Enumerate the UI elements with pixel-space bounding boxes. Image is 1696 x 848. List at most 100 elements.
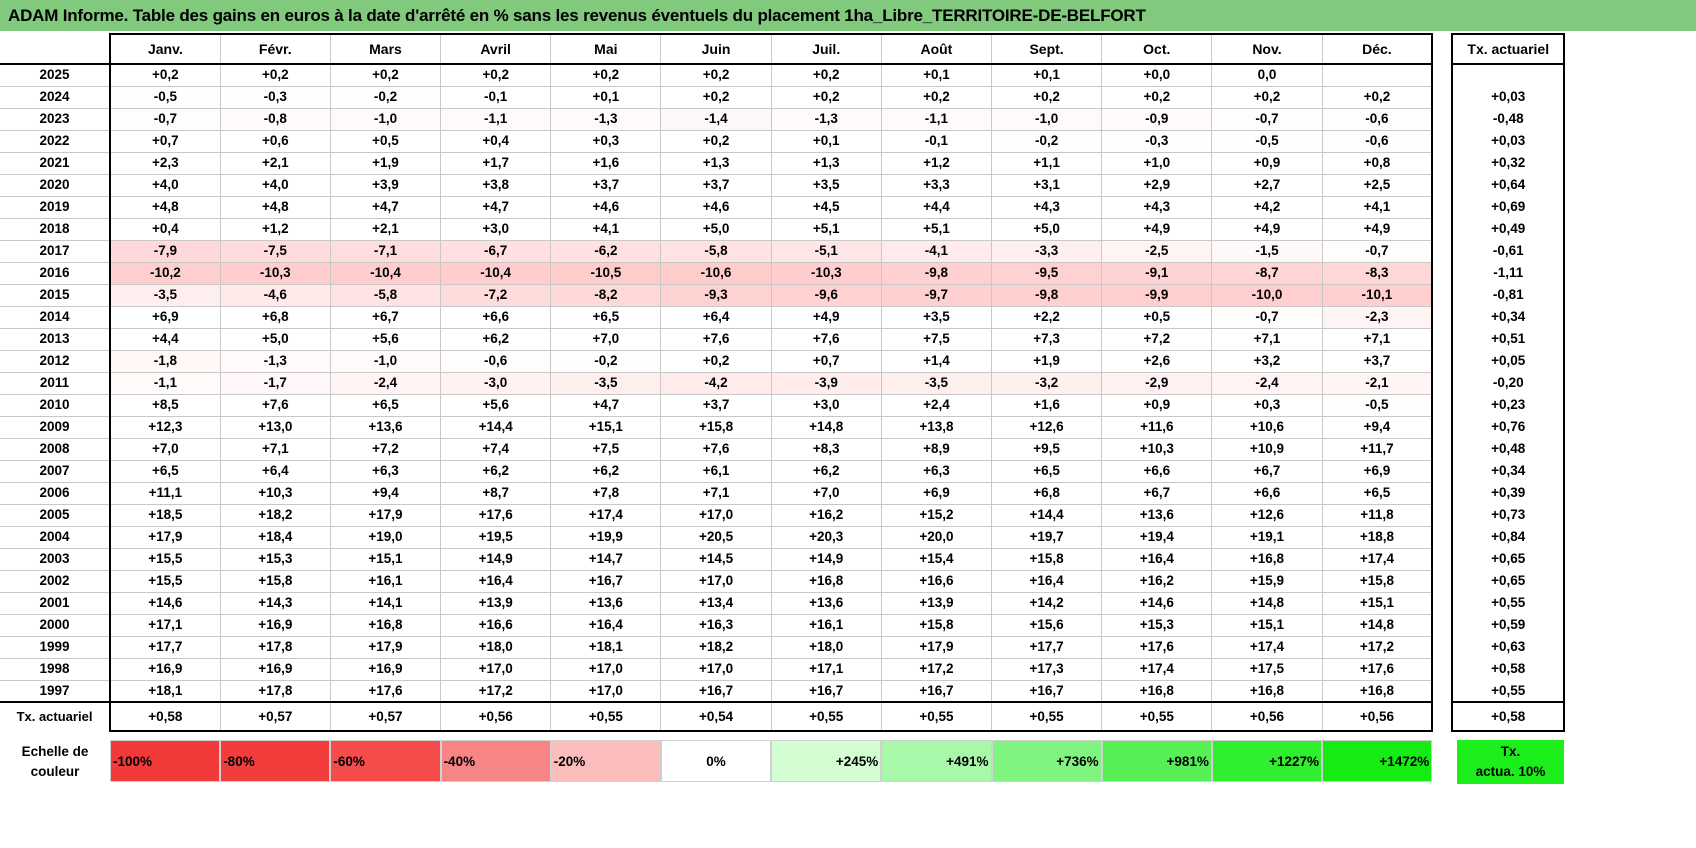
value-cell: +16,4 [990, 569, 1103, 593]
value-cell: +19,4 [1101, 525, 1213, 549]
value-cell: -3,5 [880, 371, 993, 395]
legend-swatch: +245% [771, 740, 882, 782]
value-cell: +0,2 [660, 349, 772, 373]
value-cell: +4,7 [329, 195, 442, 219]
value-cell [1321, 63, 1434, 87]
legend-swatch: -20% [550, 740, 661, 782]
year-cell: 2001 [0, 591, 111, 615]
footer-value-cell: +0,56 [440, 701, 552, 732]
value-cell: -1,1 [109, 371, 221, 395]
value-cell: +8,9 [880, 437, 993, 461]
tx-cell: +0,55 [1451, 680, 1566, 702]
value-cell: +12,3 [109, 415, 221, 439]
spacer [1432, 702, 1453, 731]
table-row: 2021 +2,3 +2,1 +1,9 +1,7 +1,6 +1,3 +1,3 +1,2 +1,1… [0, 151, 1566, 175]
value-cell: +11,8 [1321, 503, 1434, 527]
year-cell: 2010 [0, 393, 111, 417]
value-cell: +4,4 [880, 195, 993, 219]
value-cell: +0,0 [1101, 63, 1213, 87]
value-cell: -1,1 [440, 107, 552, 131]
year-cell: 1998 [0, 657, 111, 681]
value-cell: +14,8 [770, 415, 882, 439]
value-cell: +16,8 [1211, 547, 1323, 571]
value-cell: +15,8 [880, 613, 993, 637]
value-cell: +16,9 [219, 613, 331, 637]
value-cell: +0,1 [770, 129, 882, 153]
tx-cell: +0,59 [1451, 614, 1566, 636]
value-cell: +6,4 [660, 305, 772, 329]
value-cell: +20,3 [770, 525, 882, 549]
tx-cell: -0,61 [1451, 240, 1566, 262]
spacer [1432, 328, 1453, 350]
footer-value-cell: +0,58 [109, 701, 221, 732]
value-cell: -7,5 [219, 239, 331, 263]
value-cell: -0,7 [109, 107, 221, 131]
value-cell: +6,9 [1321, 459, 1434, 483]
value-cell: +4,9 [1101, 217, 1213, 241]
value-cell: +14,4 [990, 503, 1103, 527]
value-cell: +17,4 [1101, 657, 1213, 681]
value-cell: -3,5 [109, 283, 221, 307]
value-cell: +0,1 [880, 63, 993, 87]
value-cell: +4,0 [109, 173, 221, 197]
value-cell: -5,8 [329, 283, 442, 307]
value-cell: +16,8 [1321, 679, 1434, 703]
month-header: Mai [550, 33, 662, 65]
value-cell: +7,1 [219, 437, 331, 461]
value-cell: +14,6 [1101, 591, 1213, 615]
tx-cell: -1,11 [1451, 262, 1566, 284]
spacer [1432, 108, 1453, 130]
value-cell: +3,1 [990, 173, 1103, 197]
value-cell: -1,8 [109, 349, 221, 373]
value-cell: +6,7 [329, 305, 442, 329]
value-cell: +16,1 [770, 613, 882, 637]
spacer [1432, 482, 1453, 504]
value-cell: +16,9 [219, 657, 331, 681]
value-cell: +3,5 [770, 173, 882, 197]
value-cell: +2,3 [109, 151, 221, 175]
value-cell: +17,7 [109, 635, 221, 659]
value-cell: +1,7 [440, 151, 552, 175]
value-cell: +19,5 [440, 525, 552, 549]
value-cell: +14,5 [660, 547, 772, 571]
footer-value-cell: +0,55 [880, 701, 993, 732]
value-cell: +0,6 [219, 129, 331, 153]
value-cell: +7,6 [660, 437, 772, 461]
value-cell: +5,0 [660, 217, 772, 241]
value-cell: +6,2 [550, 459, 662, 483]
value-cell: +16,8 [1101, 679, 1213, 703]
value-cell: -0,2 [329, 85, 442, 109]
table-row: 2008 +7,0 +7,1 +7,2 +7,4 +7,5 +7,6 +8,3 +8,9 +9,5… [0, 437, 1566, 461]
value-cell: +15,3 [1101, 613, 1213, 637]
value-cell: +15,8 [990, 547, 1103, 571]
value-cell: +1,1 [990, 151, 1103, 175]
value-cell: +0,2 [1211, 85, 1323, 109]
value-cell: +19,7 [990, 525, 1103, 549]
table-row: 2014 +6,9 +6,8 +6,7 +6,6 +6,5 +6,4 +4,9 +3,5 +2,2… [0, 305, 1566, 329]
value-cell: +17,5 [1211, 657, 1323, 681]
value-cell: -2,4 [329, 371, 442, 395]
value-cell: +13,0 [219, 415, 331, 439]
value-cell: +7,5 [550, 437, 662, 461]
value-cell: +17,1 [109, 613, 221, 637]
value-cell: +14,3 [219, 591, 331, 615]
value-cell: +4,8 [219, 195, 331, 219]
value-cell: +6,4 [219, 459, 331, 483]
value-cell: +15,2 [880, 503, 993, 527]
value-cell: +15,9 [1211, 569, 1323, 593]
value-cell: -2,1 [1321, 371, 1434, 395]
value-cell: +16,9 [329, 657, 442, 681]
value-cell: +16,3 [660, 613, 772, 637]
table-row: 2015 -3,5 -4,6 -5,8 -7,2 -8,2 -9,3 -9,6 -9,7 -9,8… [0, 283, 1566, 307]
value-cell: -5,1 [770, 239, 882, 263]
value-cell: +0,2 [660, 129, 772, 153]
value-cell: +13,4 [660, 591, 772, 615]
value-cell: +15,6 [990, 613, 1103, 637]
value-cell: +16,2 [770, 503, 882, 527]
year-cell: 1997 [0, 679, 111, 703]
value-cell: +0,2 [660, 63, 772, 87]
value-cell: +17,3 [990, 657, 1103, 681]
value-cell: +0,2 [329, 63, 442, 87]
legend-swatch: -80% [220, 740, 331, 782]
value-cell: +8,5 [109, 393, 221, 417]
